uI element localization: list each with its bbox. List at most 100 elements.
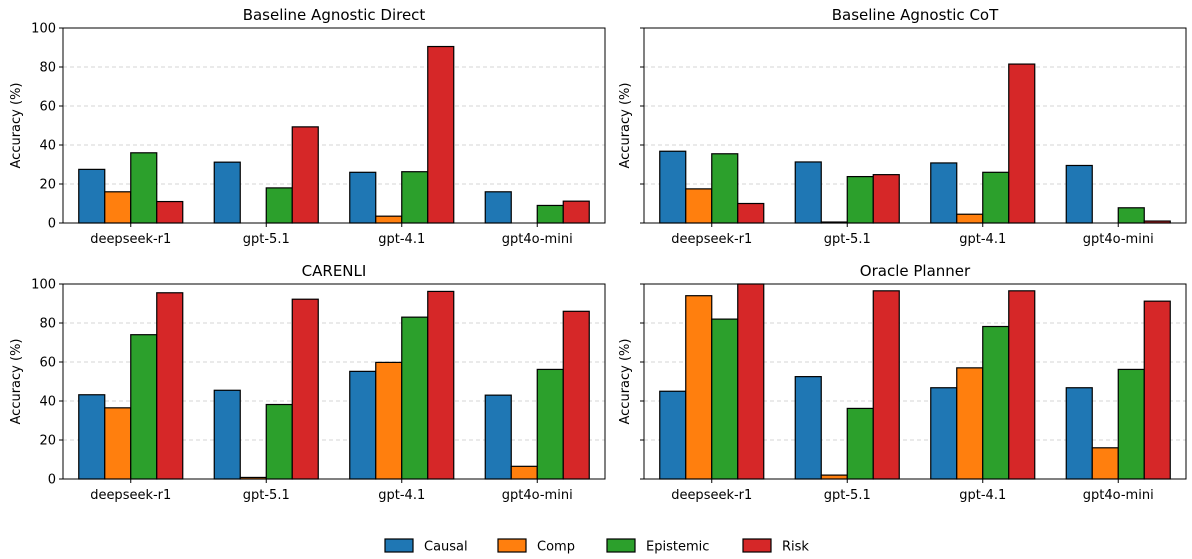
chart-title: Baseline Agnostic CoT — [832, 6, 999, 24]
bar-comp-gpt-4-1 — [375, 215, 403, 224]
bar-comp-gpt4o-mini — [1091, 447, 1119, 480]
bar-comp-deepseek-r1 — [104, 407, 132, 480]
y-axis-label: Accuracy (%) — [618, 339, 633, 425]
bar-causal-deepseek-r1 — [659, 150, 687, 224]
y-tick-label: 100 — [31, 22, 56, 37]
x-tick-label-gpt4o-mini: gpt4o-mini — [502, 232, 573, 247]
y-tick-label: 40 — [39, 139, 56, 154]
bar-causal-deepseek-r1 — [659, 390, 687, 480]
x-tick-label-gpt-5-1: gpt-5.1 — [243, 232, 290, 247]
y-tick-label: 20 — [39, 434, 56, 449]
bar-causal-gpt-4-1 — [349, 370, 377, 480]
chart-title: CARENLI — [302, 262, 367, 280]
bar-epistemic-gpt-5-1 — [265, 403, 293, 480]
y-tick-label: 60 — [39, 100, 56, 115]
bar-comp-gpt-4-1 — [375, 361, 403, 480]
y-tick-label: 0 — [48, 217, 56, 232]
x-tick-label-deepseek-r1: deepseek-r1 — [671, 232, 752, 247]
bar-causal-gpt-4-1 — [930, 387, 958, 480]
bar-epistemic-deepseek-r1 — [130, 334, 158, 480]
y-axis-label: Accuracy (%) — [9, 339, 24, 425]
chart-carenli: 0 20 40 60 80 100 deepseek-r1 gpt-5.1 gpt-4.1 gpt… — [9, 262, 606, 503]
legend-swatch-causal — [384, 538, 414, 553]
bar-causal-gpt-5-1 — [213, 161, 241, 224]
legend-item-epistemic: Epistemic — [606, 538, 709, 555]
y-tick-label: 40 — [39, 395, 56, 410]
legend-label-epistemic: Epistemic — [646, 540, 709, 555]
bar-epistemic-gpt4o-mini — [536, 204, 564, 224]
bar-causal-gpt-5-1 — [794, 376, 822, 480]
bar-epistemic-gpt4o-mini — [536, 368, 564, 480]
bar-causal-gpt4o-mini — [1065, 387, 1093, 480]
y-tick-label: 0 — [48, 473, 56, 488]
bar-risk-deepseek-r1 — [156, 292, 184, 480]
y-tick-label: 100 — [31, 278, 56, 293]
bar-comp-gpt4o-mini — [510, 465, 538, 480]
bar-risk-deepseek-r1 — [737, 202, 765, 224]
y-tick-label: 20 — [39, 178, 56, 193]
bar-comp-gpt-5-1 — [820, 474, 848, 480]
y-axis-label: Accuracy (%) — [9, 83, 24, 169]
bar-causal-gpt-5-1 — [794, 161, 822, 224]
legend-swatch-comp — [497, 538, 527, 553]
chart-title: Oracle Planner — [860, 262, 971, 280]
bar-risk-gpt-5-1 — [872, 174, 900, 224]
bar-comp-deepseek-r1 — [685, 295, 713, 480]
x-tick-label-gpt-4-1: gpt-4.1 — [959, 488, 1006, 503]
plot-frame — [643, 283, 1187, 480]
x-tick-label-deepseek-r1: deepseek-r1 — [90, 232, 171, 247]
bar-comp-gpt-4-1 — [956, 367, 984, 480]
legend-item-risk: Risk — [742, 538, 809, 555]
bar-risk-gpt4o-mini — [562, 310, 590, 480]
bar-epistemic-gpt-4-1 — [401, 171, 429, 224]
bar-epistemic-gpt4o-mini — [1117, 368, 1145, 480]
chart-title: Baseline Agnostic Direct — [243, 6, 426, 24]
x-tick-label-gpt4o-mini: gpt4o-mini — [502, 488, 573, 503]
bar-risk-gpt-4-1 — [427, 290, 455, 480]
x-tick-label-gpt-4-1: gpt-4.1 — [378, 232, 425, 247]
x-tick-label-gpt-4-1: gpt-4.1 — [378, 488, 425, 503]
bar-risk-gpt-5-1 — [291, 126, 319, 224]
chart-baseline-agnostic-cot: deepseek-r1 gpt-5.1 gpt-4.1 gpt4o-mini Basel… — [618, 6, 1187, 247]
x-tick-label-deepseek-r1: deepseek-r1 — [90, 488, 171, 503]
legend-swatch-epistemic — [606, 538, 636, 553]
bar-causal-deepseek-r1 — [78, 394, 106, 480]
bar-causal-gpt4o-mini — [484, 191, 512, 224]
bar-risk-deepseek-r1 — [156, 200, 184, 224]
bar-causal-gpt4o-mini — [484, 394, 512, 480]
bar-causal-gpt4o-mini — [1065, 164, 1093, 224]
bar-epistemic-gpt-5-1 — [846, 175, 874, 224]
y-tick-label: 80 — [39, 61, 56, 76]
bar-epistemic-deepseek-r1 — [711, 318, 739, 480]
y-axis-label: Accuracy (%) — [618, 83, 633, 169]
plot-frame — [62, 27, 606, 224]
y-tick-label: 60 — [39, 356, 56, 371]
bar-epistemic-gpt-4-1 — [982, 325, 1010, 480]
x-tick-label-gpt4o-mini: gpt4o-mini — [1083, 488, 1154, 503]
bar-causal-gpt-4-1 — [930, 162, 958, 224]
bar-comp-gpt-4-1 — [956, 213, 984, 224]
legend-swatch-risk — [742, 538, 772, 553]
plot-frame — [62, 283, 606, 480]
bar-risk-gpt-4-1 — [427, 45, 455, 224]
legend-label-risk: Risk — [782, 540, 809, 555]
legend-label-causal: Causal — [424, 540, 468, 555]
y-tick-label: 80 — [39, 317, 56, 332]
legend-item-comp: Comp — [497, 538, 575, 555]
legend-label-comp: Comp — [537, 540, 575, 555]
chart-baseline-agnostic-direct: 0 20 40 60 80 100 deepseek-r1 gpt-5.1 gpt-4.1 gpt… — [9, 6, 606, 247]
bar-comp-deepseek-r1 — [685, 188, 713, 224]
x-tick-label-gpt-5-1: gpt-5.1 — [824, 232, 871, 247]
bar-risk-gpt4o-mini — [562, 200, 590, 224]
bar-risk-gpt-4-1 — [1008, 290, 1036, 480]
plot-frame — [643, 27, 1187, 224]
bar-risk-gpt-4-1 — [1008, 63, 1036, 224]
x-tick-label-gpt-5-1: gpt-5.1 — [243, 488, 290, 503]
bar-epistemic-gpt-5-1 — [846, 407, 874, 480]
bar-comp-deepseek-r1 — [104, 191, 132, 224]
chart-oracle-planner: deepseek-r1 gpt-5.1 gpt-4.1 gpt4o-mini Oracl… — [618, 262, 1187, 503]
charts-container: 0 20 40 60 80 100 deepseek-r1 gpt-5.1 gpt-4.1 gpt… — [9, 6, 1187, 503]
bar-risk-deepseek-r1 — [737, 283, 765, 480]
bar-epistemic-deepseek-r1 — [711, 153, 739, 224]
